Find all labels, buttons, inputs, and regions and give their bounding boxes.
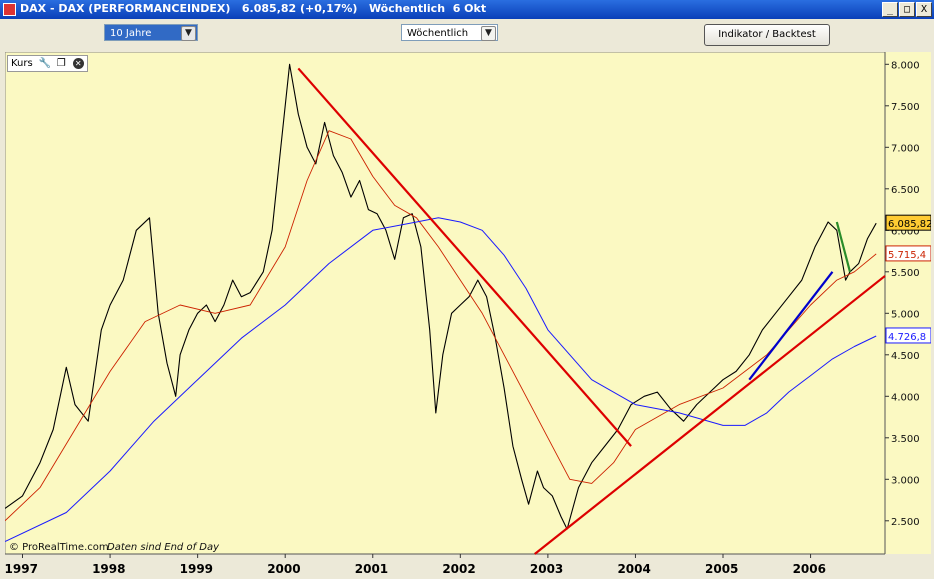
plot-area [5, 52, 886, 555]
data-note-footer: Daten sind End of Day [107, 542, 220, 553]
x-tick-label: 1997 [5, 562, 38, 576]
app-icon [3, 3, 16, 16]
y-tick-label: 7.500 [891, 102, 920, 113]
toolbar: 10 Jahre ▼ Wöchentlich ▼ Indikator / Bac… [0, 19, 934, 50]
y-tick-label: 4.500 [891, 351, 920, 362]
indicator-backtest-button[interactable]: Indikator / Backtest [704, 24, 830, 46]
series-line-ma-short [5, 130, 877, 522]
value-label: 4.726,8 [888, 332, 926, 343]
value-label-box [885, 245, 931, 262]
x-tick-label: 2004 [617, 562, 650, 576]
close-icon[interactable]: ✕ [72, 58, 84, 69]
y-tick-label: 4.000 [891, 392, 920, 403]
panel-header: Kurs 🔧 ❐ ✕ [7, 55, 88, 72]
y-tick-label: 5.500 [891, 268, 920, 279]
x-tick-label: 2005 [705, 562, 738, 576]
trend-line-blue[interactable] [748, 271, 834, 381]
value-label: 5.715,4 [888, 250, 926, 261]
x-tick-label: 2003 [530, 562, 563, 576]
brand-footer: © ProRealTime.com [9, 542, 109, 553]
price-chart[interactable]: 8.000 7.500 7.000 6.500 6.000 5.500 5.000 4.500… [5, 52, 931, 579]
trend-line-green[interactable] [835, 221, 852, 273]
x-tick-label: 2006 [793, 562, 826, 576]
period-select-value: 10 Jahre [110, 28, 152, 39]
chevron-down-icon[interactable]: ▼ [181, 26, 196, 41]
y-tick-label: 3.000 [891, 475, 920, 486]
interval-select-value: Wöchentlich [407, 28, 469, 39]
x-tick-label: 1998 [92, 562, 125, 576]
period-select[interactable]: 10 Jahre ▼ [104, 24, 198, 41]
trend-line-red[interactable] [297, 67, 632, 447]
y-tick-label: 7.000 [891, 143, 920, 154]
y-tick-label: 8.000 [891, 60, 920, 71]
trend-line-red[interactable] [534, 275, 886, 555]
wrench-icon[interactable]: 🔧 [38, 58, 52, 69]
minimize-button[interactable]: _ [882, 2, 898, 17]
window-titlebar: DAX - DAX (PERFORMANCEINDEX) 6.085,82 (+… [0, 0, 934, 19]
restore-icon[interactable]: ❐ [56, 58, 66, 69]
series-line-price [5, 63, 877, 530]
x-tick-label: 2000 [267, 562, 300, 576]
value-label: 6.085,82 [888, 219, 931, 230]
close-window-button[interactable]: X [916, 2, 932, 17]
y-tick-label: 6.500 [891, 185, 920, 196]
y-tick-label: 6.000 [891, 226, 920, 237]
maximize-button[interactable]: □ [899, 2, 915, 17]
value-label-box [885, 214, 931, 231]
value-label-box [885, 327, 931, 344]
y-axis-area [885, 52, 931, 554]
series-line-ma-long [5, 217, 877, 543]
y-tick-label: 2.500 [891, 517, 920, 528]
x-tick-label: 2001 [355, 562, 388, 576]
y-tick-label: 5.000 [891, 309, 920, 320]
panel-label: Kurs [11, 58, 33, 69]
x-axis-area [5, 554, 931, 579]
x-tick-label: 2002 [442, 562, 475, 576]
interval-select[interactable]: Wöchentlich ▼ [401, 24, 498, 41]
x-tick-label: 1999 [180, 562, 213, 576]
window-title: DAX - DAX (PERFORMANCEINDEX) 6.085,82 (+… [20, 2, 487, 15]
y-tick-label: 3.500 [891, 434, 920, 445]
chevron-down-icon[interactable]: ▼ [481, 26, 496, 41]
